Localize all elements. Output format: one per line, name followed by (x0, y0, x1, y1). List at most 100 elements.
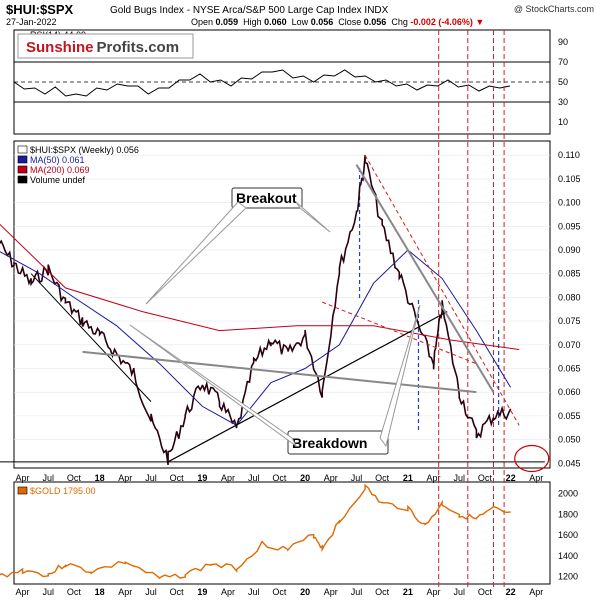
gold-y-tick-0: 2000 (558, 488, 578, 498)
main-x-tick-11: 20 (300, 473, 310, 483)
trend-line-3 (355, 164, 495, 393)
price-line (0, 155, 512, 466)
panel-frame-main (13, 140, 551, 469)
breakdown-pointer-right (379, 304, 421, 448)
main-x-tick-3: 18 (95, 473, 105, 483)
main-x-tick-1: Jul (42, 473, 54, 483)
main-y-tick-3: 0.095 (558, 221, 581, 231)
gold-x-tick-3: 18 (95, 587, 105, 597)
gold-x-tick-9: Jul (248, 587, 260, 597)
main-y-tick-9: 0.065 (558, 363, 581, 373)
breakout-box (231, 187, 303, 209)
sunshine-profits-logo: Sunshine Profits.com (26, 39, 179, 56)
trend-line-5 (364, 154, 520, 426)
trend-line-6 (322, 301, 477, 365)
trend-line-2 (82, 350, 477, 394)
panel-frame-gold (13, 481, 551, 585)
gold-x-tick-6: Oct (170, 587, 185, 597)
breakdown-label: Breakdown (292, 435, 367, 451)
chart-subtitle: Gold Bugs Index - NYSE Arca/S&P 500 Larg… (110, 5, 389, 16)
main-y-tick-7: 0.075 (558, 316, 581, 326)
logo-part-2: Profits.com (97, 39, 180, 56)
breakout-pointer-right (295, 201, 331, 233)
gold-x-tick-1: Jul (42, 587, 54, 597)
main-y-tick-10: 0.060 (558, 387, 581, 397)
gold-x-tick-19: 22 (506, 587, 516, 597)
main-x-tick-9: Jul (248, 473, 260, 483)
main-y-tick-1: 0.105 (558, 174, 581, 184)
legend-swatch-3 (17, 175, 28, 184)
gold-x-tick-14: Oct (375, 587, 390, 597)
ma200-line (0, 223, 520, 350)
main-y-tick-12: 0.050 (558, 435, 581, 445)
breakdown-pointer-left (129, 324, 297, 447)
logo-part-1: Sunshine (26, 39, 94, 56)
chart-symbol: $HUI:$SPX (6, 2, 74, 17)
legend-swatch-1 (17, 155, 28, 164)
breakdown-box (287, 430, 389, 455)
main-y-tick-11: 0.055 (558, 411, 581, 421)
logo-box (17, 33, 194, 59)
gold-x-tick-10: Oct (272, 587, 287, 597)
main-x-tick-7: 19 (197, 473, 207, 483)
main-x-tick-13: Jul (351, 473, 363, 483)
rsi-y-tick-4: 10 (558, 117, 568, 127)
gold-x-tick-4: Apr (118, 587, 132, 597)
main-y-tick-13: 0.045 (558, 458, 581, 468)
legend-entry-3: Volume undef (30, 175, 86, 185)
main-y-tick-2: 0.100 (558, 198, 581, 208)
gold-x-tick-18: Oct (478, 587, 493, 597)
breakout-pointer-left (145, 201, 247, 305)
main-x-tick-20: Apr (529, 473, 543, 483)
main-y-tick-4: 0.090 (558, 245, 581, 255)
main-x-tick-18: Oct (478, 473, 493, 483)
gold-x-tick-0: Apr (16, 587, 30, 597)
gold-line (0, 483, 511, 580)
trend-line-1 (167, 311, 448, 463)
main-x-tick-6: Oct (170, 473, 185, 483)
rsi-y-tick-2: 50 (558, 77, 568, 87)
gold-y-tick-3: 1400 (558, 551, 578, 561)
legend-entry-1: MA(50) 0.061 (30, 155, 85, 165)
target-circle (514, 444, 550, 473)
trend-line-0 (30, 273, 152, 402)
gold-x-tick-13: Jul (351, 587, 363, 597)
legend-entry-0: $HUI:$SPX (Weekly) 0.056 (30, 145, 139, 155)
main-x-tick-4: Apr (118, 473, 132, 483)
rsi-y-tick-1: 70 (558, 57, 568, 67)
chart-date: 27-Jan-2022 (6, 17, 57, 27)
gold-label: $GOLD 1795.00 (30, 486, 96, 496)
gold-x-tick-8: Apr (221, 587, 235, 597)
gold-x-tick-11: 20 (300, 587, 310, 597)
down-arrow-icon: ▼ (475, 17, 485, 27)
main-x-tick-5: Jul (145, 473, 157, 483)
copyright: @ StockCharts.com (513, 4, 594, 14)
chart-header: $HUI:$SPX Gold Bugs Index - NYSE Arca/S&… (0, 0, 600, 30)
gold-x-tick-5: Jul (145, 587, 157, 597)
gold-x-tick-16: Apr (427, 587, 441, 597)
main-x-tick-0: Apr (16, 473, 30, 483)
main-y-tick-5: 0.085 (558, 269, 581, 279)
main-x-tick-14: Oct (375, 473, 390, 483)
gold-x-tick-20: Apr (529, 587, 543, 597)
main-y-tick-8: 0.070 (558, 340, 581, 350)
rsi-line (13, 69, 511, 97)
main-x-tick-17: Jul (453, 473, 465, 483)
main-x-tick-15: 21 (403, 473, 413, 483)
main-y-tick-0: 0.110 (558, 150, 580, 160)
gold-legend-swatch (17, 486, 28, 495)
main-y-tick-6: 0.080 (558, 292, 581, 302)
gold-x-tick-15: 21 (403, 587, 413, 597)
main-x-tick-19: 22 (506, 473, 516, 483)
main-x-tick-8: Apr (221, 473, 235, 483)
gold-x-tick-12: Apr (324, 587, 338, 597)
gold-x-tick-2: Oct (67, 587, 82, 597)
legend-entry-2: MA(200) 0.069 (30, 165, 90, 175)
breakout-label: Breakout (236, 190, 297, 206)
rsi-y-tick-0: 90 (558, 37, 568, 47)
main-x-tick-2: Oct (67, 473, 82, 483)
gold-x-tick-17: Jul (453, 587, 465, 597)
ohlc-readout: Open 0.059 High 0.060 Low 0.056 Close 0.… (191, 17, 485, 27)
gold-x-tick-7: 19 (197, 587, 207, 597)
